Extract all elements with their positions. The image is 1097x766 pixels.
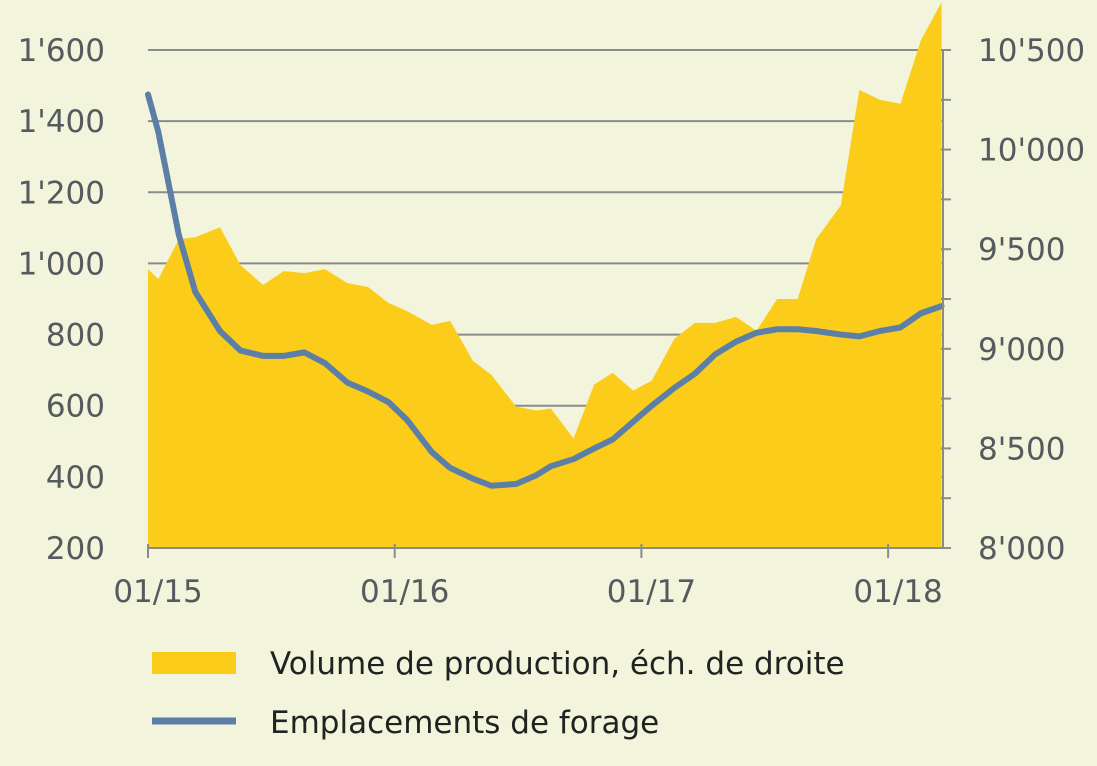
x-tick-label: 01/15 — [113, 574, 202, 610]
line-series-layer — [145, 91, 945, 489]
left-tick-label: 1'600 — [18, 33, 105, 69]
left-tick-label: 600 — [46, 389, 105, 425]
left-tick-label: 1'200 — [18, 175, 105, 211]
left-tick-label: 400 — [46, 460, 105, 496]
x-tick-label: 01/18 — [853, 574, 942, 610]
right-tick-label: 9'500 — [978, 232, 1065, 268]
right-tick-label: 8'000 — [978, 531, 1065, 567]
area-series-production — [148, 2, 942, 548]
left-tick-label: 800 — [46, 318, 105, 354]
right-tick-label: 8'500 — [978, 431, 1065, 467]
x-tick-label: 01/16 — [360, 574, 449, 610]
axes — [147, 49, 951, 558]
left-tick-label: 1'400 — [18, 104, 105, 140]
right-tick-label: 10'500 — [978, 33, 1085, 69]
x-tick-label: 01/17 — [607, 574, 696, 610]
left-tick-label: 200 — [46, 531, 105, 567]
right-axis-tick-labels: 10'500 10'000 9'500 9'000 8'500 8'000 — [978, 33, 1085, 567]
area-series-layer — [148, 2, 942, 548]
x-axis-tick-labels: 01/15 01/16 01/17 01/18 — [113, 574, 942, 610]
legend-label-production: Volume de production, éch. de droite — [270, 646, 845, 682]
left-tick-label: 1'000 — [18, 246, 105, 282]
legend-label-drilling: Emplacements de forage — [270, 705, 659, 741]
line-series-drilling — [145, 91, 945, 489]
left-axis-tick-labels: 1'600 1'400 1'200 1'000 800 600 400 200 — [18, 33, 105, 567]
legend: Volume de production, éch. de droite Emp… — [152, 646, 845, 741]
right-tick-label: 9'000 — [978, 332, 1065, 368]
legend-swatch-area — [152, 652, 236, 674]
right-tick-label: 10'000 — [978, 133, 1085, 169]
